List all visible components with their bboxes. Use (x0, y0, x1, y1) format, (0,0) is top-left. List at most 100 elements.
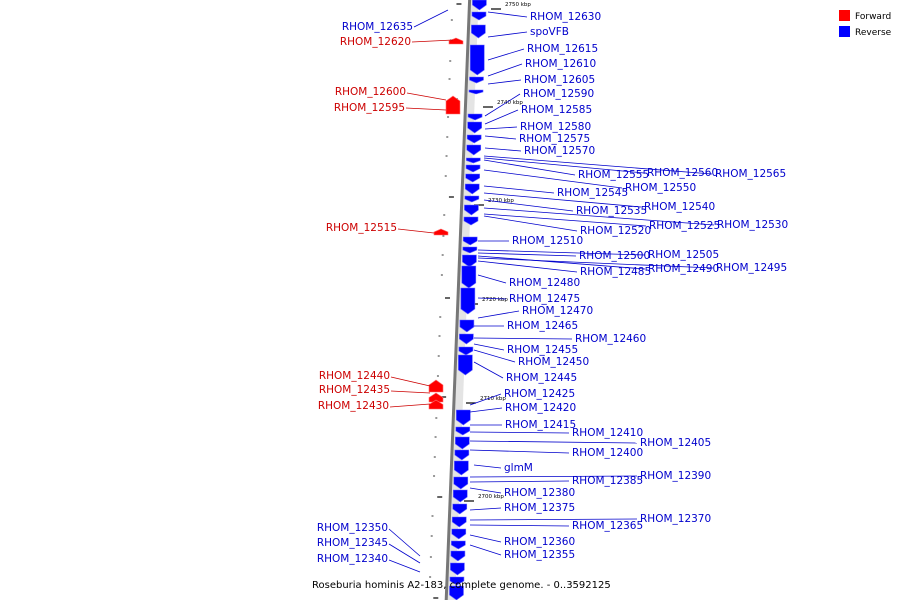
reverse-gene-arrow[interactable] (458, 346, 474, 356)
gene-label[interactable]: RHOM_12440 (319, 370, 390, 382)
gene-label[interactable]: RHOM_12500 (579, 250, 650, 262)
gene-label[interactable]: RHOM_12385 (572, 475, 643, 487)
gene-label[interactable]: RHOM_12405 (640, 437, 711, 449)
reverse-gene-arrow[interactable] (455, 426, 471, 436)
gene-label[interactable]: RHOM_12615 (527, 43, 598, 55)
reverse-gene-arrow[interactable] (464, 195, 480, 203)
gene-label[interactable]: RHOM_12450 (518, 356, 589, 368)
reverse-gene-arrow[interactable] (462, 246, 478, 254)
gene-label[interactable]: RHOM_12445 (506, 372, 577, 384)
gene-label[interactable]: RHOM_12525 (649, 220, 720, 232)
gene-label[interactable]: RHOM_12495 (716, 262, 787, 274)
forward-gene-arrow[interactable] (448, 37, 464, 45)
reverse-gene-arrow[interactable] (462, 254, 477, 268)
reverse-gene-arrow[interactable] (472, 0, 487, 11)
reverse-gene-arrow[interactable] (459, 333, 474, 345)
reverse-gene-arrow[interactable] (465, 164, 481, 173)
reverse-gene-arrow[interactable] (456, 409, 471, 426)
gene-label[interactable]: RHOM_12560 (647, 167, 718, 179)
gene-label[interactable]: RHOM_12410 (572, 427, 643, 439)
gene-label[interactable]: RHOM_12505 (648, 249, 719, 261)
gene-label[interactable]: RHOM_12620 (340, 36, 411, 48)
gene-label[interactable]: RHOM_12465 (507, 320, 578, 332)
gene-label[interactable]: RHOM_12390 (640, 470, 711, 482)
gene-label[interactable]: RHOM_12475 (509, 293, 580, 305)
gene-label[interactable]: RHOM_12570 (524, 145, 595, 157)
gene-label[interactable]: RHOM_12585 (521, 104, 592, 116)
reverse-gene-arrow[interactable] (454, 449, 470, 461)
forward-gene-arrow[interactable] (445, 95, 461, 115)
gene-label[interactable]: RHOM_12555 (578, 169, 649, 181)
gene-label[interactable]: RHOM_12375 (504, 502, 575, 514)
gene-label[interactable]: RHOM_12490 (648, 263, 719, 275)
reverse-gene-arrow[interactable] (458, 354, 473, 376)
gene-label[interactable]: glmM (504, 462, 533, 474)
gene-label[interactable]: RHOM_12400 (572, 447, 643, 459)
gene-label[interactable]: RHOM_12595 (334, 102, 405, 114)
gene-label[interactable]: RHOM_12600 (335, 86, 406, 98)
gene-label[interactable]: RHOM_12605 (524, 74, 595, 86)
reverse-gene-arrow[interactable] (461, 265, 477, 289)
gene-label[interactable]: RHOM_12360 (504, 536, 575, 548)
reverse-gene-arrow[interactable] (454, 460, 469, 476)
reverse-gene-arrow[interactable] (466, 144, 482, 156)
gene-label[interactable]: RHOM_12510 (512, 235, 583, 247)
gene-label[interactable]: spoVFB (530, 26, 569, 38)
reverse-gene-arrow[interactable] (453, 476, 469, 490)
gene-label[interactable]: RHOM_12340 (317, 553, 388, 565)
gene-label[interactable]: RHOM_12420 (505, 402, 576, 414)
reverse-gene-arrow[interactable] (469, 76, 484, 84)
gene-label[interactable]: RHOM_12345 (317, 537, 388, 549)
forward-gene-arrow[interactable] (428, 399, 444, 410)
reverse-gene-arrow[interactable] (449, 576, 465, 586)
reverse-gene-arrow[interactable] (462, 236, 478, 246)
gene-label[interactable]: RHOM_12430 (318, 400, 389, 412)
gene-label[interactable]: RHOM_12610 (525, 58, 596, 70)
gene-label[interactable]: RHOM_12425 (504, 388, 575, 400)
reverse-gene-arrow[interactable] (465, 173, 480, 183)
reverse-gene-arrow[interactable] (464, 204, 479, 216)
reverse-gene-arrow[interactable] (466, 157, 481, 164)
gene-label[interactable]: RHOM_12550 (625, 182, 696, 194)
gene-label[interactable]: RHOM_12480 (509, 277, 580, 289)
gene-label[interactable]: RHOM_12455 (507, 344, 578, 356)
reverse-gene-arrow[interactable] (451, 516, 467, 528)
gene-label[interactable]: RHOM_12515 (326, 222, 397, 234)
reverse-gene-arrow[interactable] (471, 24, 486, 39)
gene-label[interactable]: RHOM_12535 (576, 205, 647, 217)
reverse-gene-arrow[interactable] (450, 550, 466, 562)
reverse-gene-arrow[interactable] (467, 113, 483, 121)
reverse-gene-arrow[interactable] (459, 319, 475, 333)
reverse-gene-arrow[interactable] (464, 183, 480, 195)
gene-label[interactable]: RHOM_12545 (557, 187, 628, 199)
gene-label[interactable]: RHOM_12580 (520, 121, 591, 133)
reverse-gene-arrow[interactable] (460, 287, 476, 315)
gene-label[interactable]: RHOM_12380 (504, 487, 575, 499)
reverse-gene-arrow[interactable] (452, 503, 468, 515)
gene-label[interactable]: RHOM_12415 (505, 419, 576, 431)
gene-label[interactable]: RHOM_12370 (640, 513, 711, 525)
reverse-gene-arrow[interactable] (466, 134, 482, 144)
gene-label[interactable]: RHOM_12565 (715, 168, 786, 180)
gene-label[interactable]: RHOM_12470 (522, 305, 593, 317)
forward-gene-arrow[interactable] (433, 228, 449, 236)
gene-label[interactable]: RHOM_12630 (530, 11, 601, 23)
reverse-gene-arrow[interactable] (467, 121, 482, 134)
gene-label[interactable]: RHOM_12435 (319, 384, 390, 396)
gene-label[interactable]: RHOM_12540 (644, 201, 715, 213)
reverse-gene-arrow[interactable] (452, 489, 468, 503)
forward-gene-arrow[interactable] (428, 379, 444, 393)
reverse-gene-arrow[interactable] (451, 528, 467, 540)
reverse-gene-arrow[interactable] (471, 11, 487, 21)
reverse-gene-arrow[interactable] (468, 89, 484, 95)
gene-label[interactable]: RHOM_12350 (317, 522, 388, 534)
reverse-gene-arrow[interactable] (469, 44, 485, 76)
gene-label[interactable]: RHOM_12590 (523, 88, 594, 100)
gene-label[interactable]: RHOM_12520 (580, 225, 651, 237)
reverse-gene-arrow[interactable] (450, 562, 465, 576)
gene-label[interactable]: RHOM_12635 (342, 21, 413, 33)
reverse-gene-arrow[interactable] (451, 540, 466, 550)
gene-label[interactable]: RHOM_12530 (717, 219, 788, 231)
gene-label[interactable]: RHOM_12485 (580, 266, 651, 278)
reverse-gene-arrow[interactable] (463, 216, 479, 226)
